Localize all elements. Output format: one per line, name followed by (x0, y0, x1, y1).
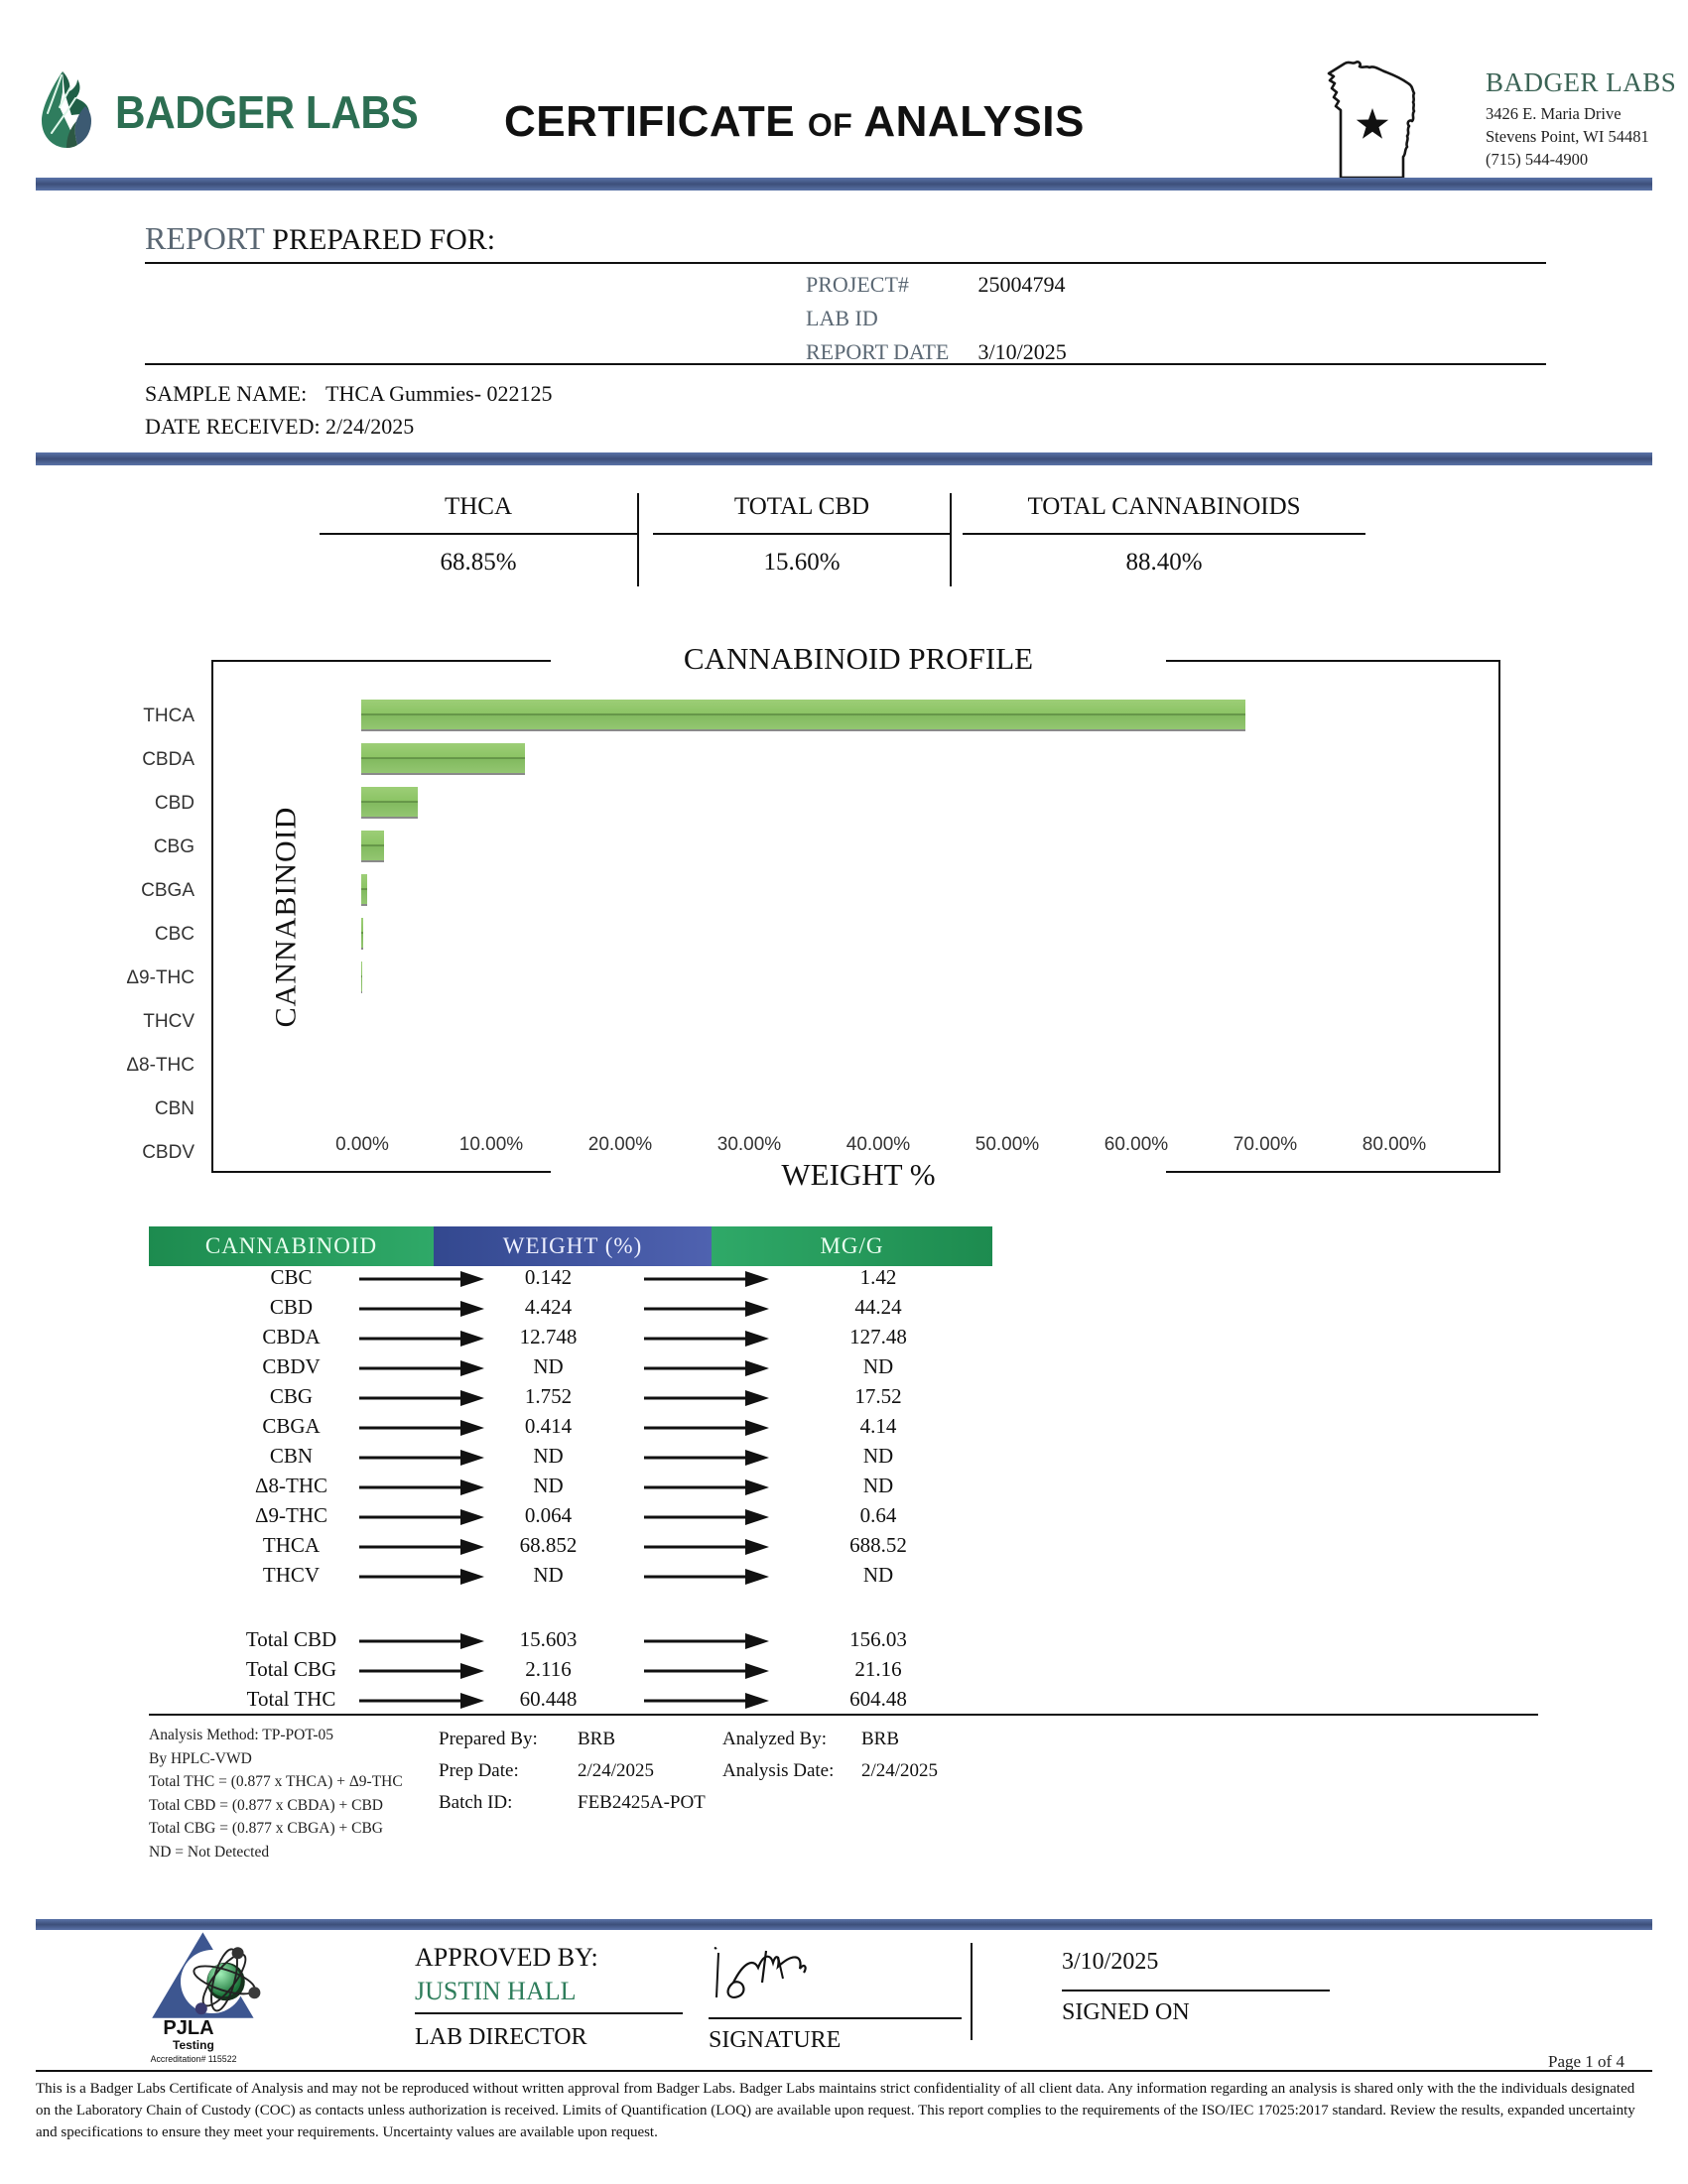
svg-text:PJLA: PJLA (163, 2017, 213, 2039)
svg-text:Accreditation# 115522: Accreditation# 115522 (151, 2054, 237, 2064)
svg-text:Testing: Testing (173, 2038, 214, 2052)
